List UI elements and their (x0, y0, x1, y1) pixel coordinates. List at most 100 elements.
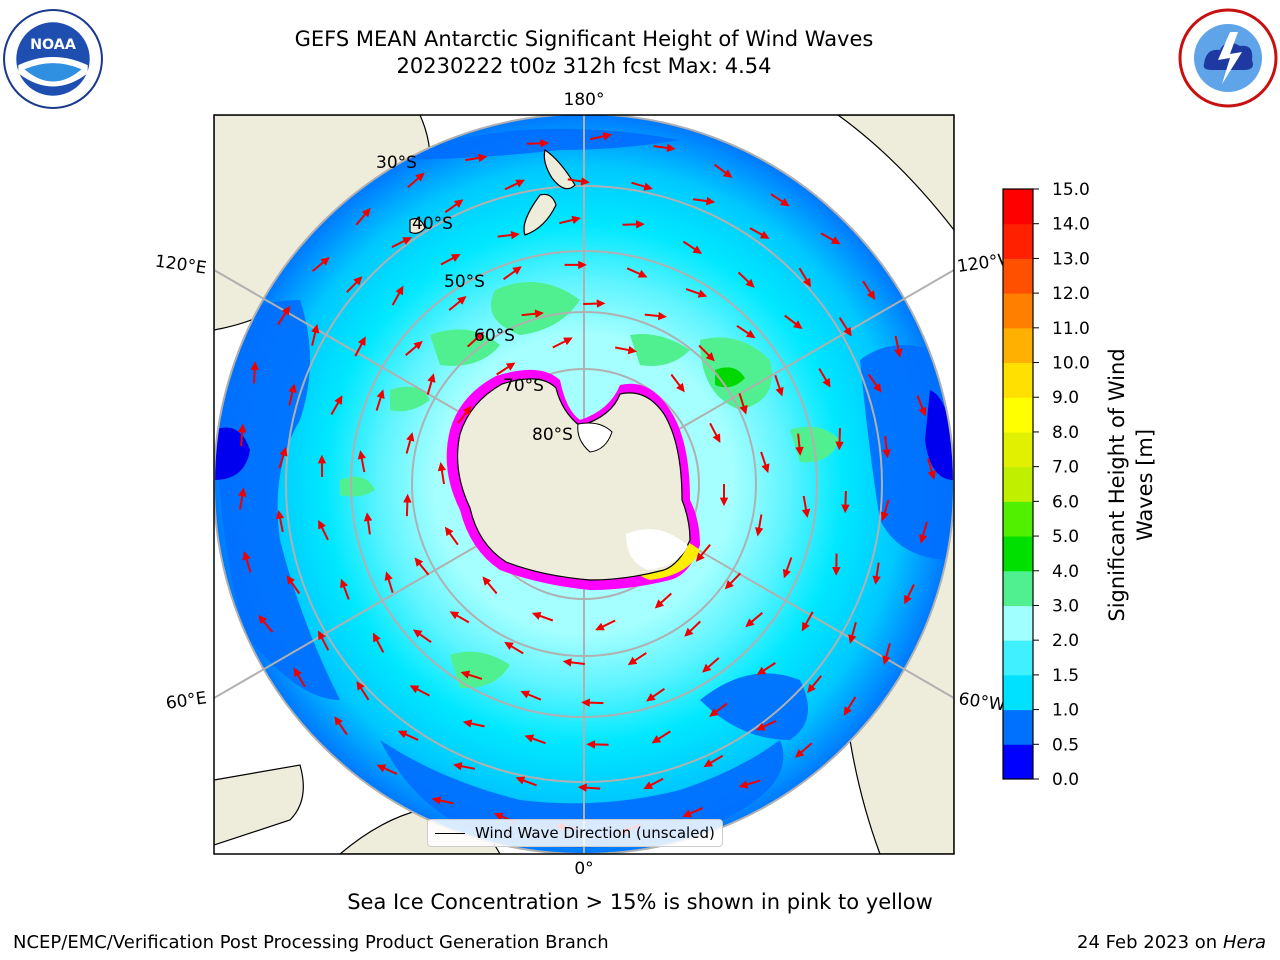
colorbar-block (1003, 362, 1033, 398)
wind-arrow-head (412, 629, 423, 638)
wind-arrow-head (596, 299, 606, 308)
colorbar-tick-label: 0.0 (1052, 770, 1079, 790)
wind-arrow-head (357, 336, 366, 347)
wind-arrow-head (759, 230, 770, 239)
colorbar-tick-label: 10.0 (1052, 354, 1090, 374)
lat-label-30s: 30°S (376, 153, 417, 173)
wind-arrow-head (822, 378, 831, 388)
wind-arrow-head (722, 169, 733, 178)
wind-arrow-head (635, 220, 645, 229)
wind-arrow-head (643, 182, 653, 191)
map-legend: Wind Wave Direction (unscaled) (427, 819, 723, 847)
wind-arrow-head (578, 260, 587, 270)
colorbar-tick-label: 3.0 (1052, 596, 1079, 616)
wind-arrow-head (627, 345, 638, 355)
wind-arrow-head (643, 781, 654, 790)
wind-arrow-head (571, 215, 582, 224)
wind-arrow-head (697, 289, 708, 298)
wind-arrow-head (682, 809, 692, 818)
colorbar-block (1003, 709, 1033, 745)
wind-arrow-head (807, 683, 816, 694)
wind-arrow-head (657, 311, 667, 321)
wind-arrow-head (602, 132, 613, 141)
wind-arrow-head (402, 237, 412, 245)
wind-arrow-head (739, 404, 748, 415)
wind-arrow-head (577, 783, 587, 792)
legend-label: Wind Wave Direction (unscaled) (475, 824, 715, 842)
wind-arrow-head (474, 331, 485, 341)
wind-arrow-head (695, 552, 705, 562)
lat-label-80s: 80°S (532, 425, 573, 445)
wind-arrow-head (841, 504, 850, 514)
wind-arrow-head (444, 526, 454, 537)
noaa-logo-text: NOAA (30, 37, 76, 53)
wind-arrow-head (882, 655, 891, 665)
wind-arrow-head (843, 326, 852, 337)
wind-arrow-head (894, 348, 903, 358)
wind-arrow-head (372, 632, 381, 643)
wind-arrow-head (427, 373, 436, 383)
colorbar-block (1003, 640, 1033, 676)
wind-arrow-head (415, 172, 425, 182)
wind-arrow-head (562, 658, 572, 667)
wind-arrow-head (450, 254, 461, 262)
colorbar-block (1003, 431, 1033, 468)
wind-arrow-head (832, 566, 841, 576)
wind-arrow-head (460, 670, 471, 679)
nws-logo (1178, 8, 1278, 108)
wind-arrow-head (782, 568, 791, 579)
wind-arrow-head (651, 735, 662, 744)
colorbar-block (1003, 189, 1033, 225)
wind-arrow-head (505, 362, 516, 371)
colorbar-block (1003, 223, 1033, 259)
wind-arrow-head (580, 177, 590, 186)
wind-arrow-head (478, 153, 488, 163)
wind-arrow-head (524, 734, 535, 743)
wind-arrow-head (830, 236, 841, 245)
colorbar-tick-label: 1.0 (1052, 701, 1079, 721)
wind-arrow-head (795, 446, 804, 456)
colorbar-block (1003, 327, 1033, 364)
wind-arrow-head (515, 179, 525, 188)
wind-arrow-head (703, 758, 714, 768)
wind-arrow-head (918, 406, 927, 417)
wind-arrow-head (258, 614, 268, 625)
colorbar-block (1003, 536, 1033, 572)
colorbar-block (1003, 397, 1033, 433)
wind-arrow-head (281, 305, 291, 316)
wind-arrow-head (250, 361, 259, 371)
wind-arrows (238, 132, 936, 834)
wind-arrow-head (397, 730, 408, 739)
lat-label-40s: 40°S (412, 214, 453, 234)
colorbar-tick-label: 0.5 (1052, 735, 1079, 755)
wind-arrow-head (293, 667, 302, 678)
wind-arrow-head (904, 594, 912, 605)
wind-arrow-head (515, 776, 526, 785)
chart-subtitle: 20230222 t00z 312h fcst Max: 4.54 (396, 54, 772, 78)
colorbar-tick-label: 1.5 (1052, 666, 1079, 686)
map-frame (213, 114, 955, 855)
noaa-logo: NOAA (3, 9, 103, 109)
wind-arrow-head (919, 534, 928, 544)
colorbar-block (1003, 674, 1033, 711)
wind-arrow-head (286, 575, 295, 585)
wind-arrow-head (848, 634, 857, 644)
wind-arrow-head (684, 627, 694, 637)
wind-arrow-head (510, 230, 520, 240)
wind-arrow-head (409, 685, 420, 694)
wind-arrow-head (835, 441, 844, 451)
wind-arrow-head (540, 139, 550, 148)
colorbar-tick-label: 15.0 (1052, 180, 1090, 200)
wind-arrow-head (318, 630, 326, 641)
wind-arrow-head (882, 449, 891, 459)
graticule (214, 115, 954, 854)
wind-arrow-head (872, 575, 881, 585)
colorbar-block (1003, 258, 1033, 294)
wind-arrow-head (843, 706, 852, 716)
wind-arrow-head (755, 527, 764, 537)
wind-arrow-head (738, 780, 749, 789)
footer-machine: Hera (1222, 932, 1266, 953)
wind-arrow-head (581, 698, 590, 707)
lon-label-bottom: 0° (574, 859, 593, 879)
colorbar-block (1003, 466, 1033, 502)
